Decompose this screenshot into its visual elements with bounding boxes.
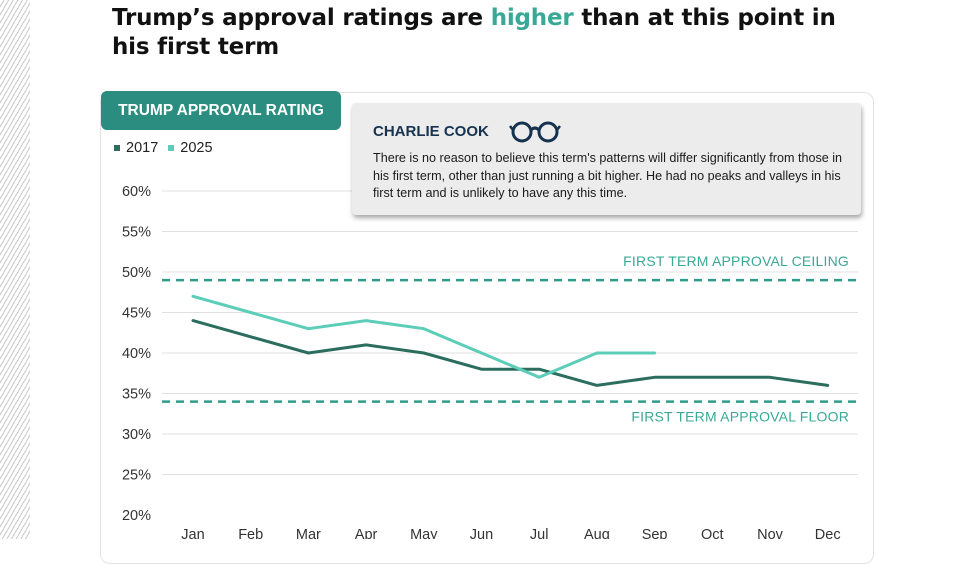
chart-legend: 2017 2025: [114, 140, 213, 156]
title-text-start: Trump’s approval ratings are: [112, 5, 491, 31]
legend-swatch-2025: [168, 145, 175, 151]
x-tick-label-nov: Nov: [757, 527, 784, 539]
y-tick-label-60: 60%: [122, 184, 151, 200]
x-tick-label-jun: Jun: [470, 527, 493, 539]
y-tick-label-35: 35%: [122, 387, 151, 403]
reference-label-floor: FIRST TERM APPROVAL FLOOR: [631, 409, 849, 425]
reference-label-ceiling: FIRST TERM APPROVAL CEILING: [623, 253, 849, 269]
legend-label-2025: 2025: [180, 140, 213, 156]
title-highlight: higher: [490, 5, 574, 31]
reference-lines: FIRST TERM APPROVAL CEILING FIRST TERM AP…: [162, 253, 858, 425]
legend-label-2017: 2017: [126, 140, 159, 156]
y-tick-label-30: 30%: [122, 427, 151, 443]
decorative-hatch-border: [0, 0, 30, 539]
y-tick-label-45: 45%: [122, 306, 151, 322]
series-line-2017: [191, 319, 830, 387]
y-tick-label-40: 40%: [122, 346, 151, 362]
x-tick-label-may: May: [410, 527, 438, 539]
series-lines: [191, 294, 830, 387]
x-tick-label-aug: Aug: [584, 527, 610, 539]
glasses-icon: [509, 119, 561, 150]
quote-callout: CHARLIE COOK There is no reason to belie…: [352, 103, 861, 215]
x-tick-label-sep: Sep: [642, 527, 668, 539]
x-tick-label-jan: Jan: [181, 527, 204, 539]
chart-title-tag: TRUMP APPROVAL RATING: [101, 91, 341, 130]
x-tick-label-dec: Dec: [815, 527, 841, 539]
x-tick-label-apr: Apr: [355, 527, 378, 539]
quote-text: There is no reason to believe this term'…: [373, 151, 843, 200]
gridlines: [162, 190, 858, 475]
y-axis-ticks: 20% 25% 30% 35% 40% 45% 50% 55% 60%: [122, 184, 151, 524]
legend-item-2025: 2025: [168, 140, 213, 156]
series-line-2025: [191, 294, 657, 379]
legend-swatch-2017: [114, 145, 120, 151]
x-axis-ticks: Jan Feb Mar Apr May Jun Jul Aug Sep Oct Nov Dec: [181, 527, 840, 539]
page-title: Trump’s approval ratings are higher than…: [112, 4, 872, 62]
y-tick-label-20: 20%: [122, 508, 151, 524]
line-chart: 20% 25% 30% 35% 40% 45% 50% 55% 60% Jan Feb Mar Apr…: [122, 184, 858, 539]
y-tick-label-25: 25%: [122, 468, 151, 484]
quote-author: CHARLIE COOK: [373, 123, 489, 140]
x-tick-label-feb: Feb: [238, 527, 263, 539]
legend-item-2017: 2017: [114, 140, 158, 156]
x-tick-label-jul: Jul: [530, 527, 549, 539]
y-tick-label-50: 50%: [122, 265, 151, 281]
x-tick-label-mar: Mar: [296, 527, 321, 539]
y-tick-label-55: 55%: [122, 225, 151, 241]
title-text-end: than at this point in his first term: [112, 5, 836, 60]
x-tick-label-oct: Oct: [701, 527, 724, 539]
